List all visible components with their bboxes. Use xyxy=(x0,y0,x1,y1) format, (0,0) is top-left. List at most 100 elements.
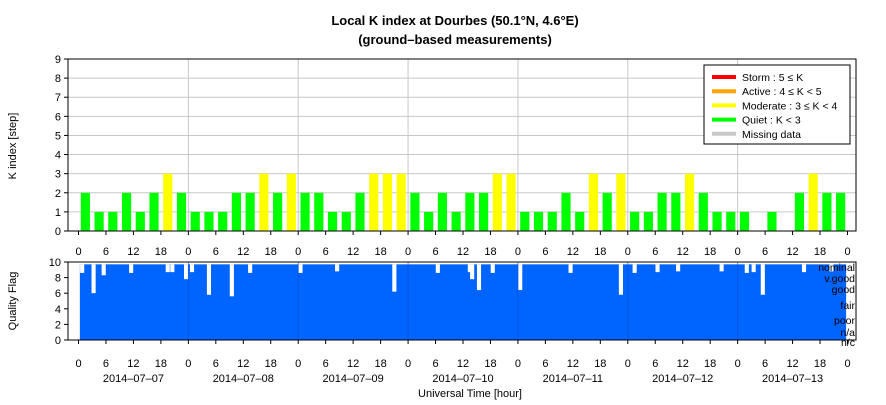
k-index-bar xyxy=(698,192,708,231)
legend-entry-label: Storm : 5 ≤ K xyxy=(742,72,803,84)
quality-y-tick-label: 2 xyxy=(55,319,61,331)
k-index-bar xyxy=(479,192,489,231)
quality-x-tick-label: 18 xyxy=(374,358,386,370)
quality-flag-dip xyxy=(760,264,765,295)
quality-x-tick-label: 0 xyxy=(405,358,411,370)
quality-flag-dip xyxy=(80,264,85,273)
quality-flag-dip xyxy=(101,264,106,276)
k-index-x-tick-label: 6 xyxy=(652,246,658,258)
k-index-bar xyxy=(506,173,516,231)
quality-x-tick-label: 18 xyxy=(594,358,606,370)
quality-flag-dip xyxy=(470,264,475,280)
k-index-bar xyxy=(231,192,241,231)
k-index-bar xyxy=(80,192,90,231)
k-index-bar xyxy=(121,192,132,231)
quality-x-tick-label: 12 xyxy=(237,358,249,370)
k-index-bar xyxy=(657,192,667,231)
quality-flag-label: good xyxy=(832,284,856,296)
k-index-y-tick-label: 4 xyxy=(55,150,61,162)
quality-x-tick-label: 12 xyxy=(457,358,469,370)
k-index-x-tick-label: 0 xyxy=(185,246,191,258)
k-index-y-tick-label: 9 xyxy=(55,54,61,66)
k-index-bar xyxy=(616,173,626,231)
k-index-bar xyxy=(218,211,228,231)
k-index-x-tick-label: 0 xyxy=(625,246,631,258)
quality-y-tick-label: 8 xyxy=(55,273,61,285)
quality-flag-label: poor xyxy=(834,315,856,327)
k-index-x-tick-label: 18 xyxy=(594,246,606,258)
k-index-x-tick-label: 12 xyxy=(127,246,139,258)
quality-flag-dip xyxy=(467,264,472,273)
date-label: 2014–07–11 xyxy=(543,373,603,385)
date-label: 2014–07–07 xyxy=(103,373,164,385)
k-index-x-tick-label: 0 xyxy=(405,246,411,258)
k-index-x-tick-label: 6 xyxy=(103,246,109,258)
k-index-bar xyxy=(685,173,695,231)
k-index-bar xyxy=(424,211,434,231)
legend-entry-label: Moderate : 3 ≤ K < 4 xyxy=(742,100,838,112)
k-index-bar xyxy=(327,211,338,231)
quality-x-tick-label: 6 xyxy=(762,358,768,370)
quality-flag-dip xyxy=(248,264,253,273)
k-index-x-tick-label: 18 xyxy=(814,246,826,258)
legend-entry-label: Active : 4 ≤ K < 5 xyxy=(742,86,822,98)
quality-x-tick-label: 0 xyxy=(185,358,191,370)
k-index-x-tick-label: 0 xyxy=(295,246,301,258)
k-index-bar xyxy=(286,173,296,231)
quality-flag-dip xyxy=(91,264,96,294)
k-index-bar xyxy=(726,211,736,231)
quality-flag-label: n/a xyxy=(840,327,855,339)
quality-x-tick-label: 0 xyxy=(295,358,301,370)
k-index-bar xyxy=(149,192,159,231)
k-index-bar xyxy=(108,211,118,231)
k-index-x-tick-label: 12 xyxy=(786,246,798,258)
quality-flag-dip xyxy=(618,264,623,295)
k-index-x-tick-label: 0 xyxy=(515,246,521,258)
k-index-bar xyxy=(273,192,283,231)
x-axis-label: Universal Time [hour] xyxy=(418,388,522,400)
k-index-bar xyxy=(575,211,585,231)
legend: Storm : 5 ≤ K Active : 4 ≤ K < 5 Moderate … xyxy=(703,64,851,145)
quality-x-tick-label: 6 xyxy=(103,358,109,370)
k-index-x-tick-label: 0 xyxy=(844,246,850,258)
k-index-x-tick-label: 18 xyxy=(155,246,167,258)
k-index-bar xyxy=(739,211,750,231)
k-index-y-tick-label: 1 xyxy=(55,207,61,219)
quality-flag-dip xyxy=(568,264,573,273)
k-index-bar xyxy=(630,211,640,231)
quality-x-tick-label: 0 xyxy=(844,358,850,370)
k-index-bar xyxy=(245,192,255,231)
quality-x-tick-label: 18 xyxy=(484,358,496,370)
quality-x-tick-label: 6 xyxy=(323,358,329,370)
k-index-x-tick-label: 12 xyxy=(677,246,689,258)
quality-flag-dip xyxy=(518,264,523,291)
k-index-x-tick-label: 12 xyxy=(237,246,249,258)
quality-flag-bars xyxy=(79,264,847,340)
chart-subtitle: (ground–based measurements) xyxy=(358,32,552,47)
quality-flag-dip xyxy=(206,264,212,295)
k-index-bar xyxy=(314,192,324,231)
quality-x-tick-label: 18 xyxy=(265,358,277,370)
quality-y-tick-label: 10 xyxy=(49,257,61,269)
quality-x-tick-label: 18 xyxy=(814,358,826,370)
quality-frame xyxy=(67,261,857,341)
quality-x-tick-label: 12 xyxy=(677,358,689,370)
quality-flag-label: v.good xyxy=(824,273,855,285)
quality-x-tick-label: 6 xyxy=(542,358,548,370)
quality-y-tick-label: 6 xyxy=(55,288,61,300)
k-index-x-tick-label: 6 xyxy=(542,246,548,258)
legend-entry-label: Quiet : K < 3 xyxy=(742,115,801,127)
k-index-bar xyxy=(520,211,530,231)
k-index-bar xyxy=(712,211,722,231)
quality-x-tick-label: 0 xyxy=(625,358,631,370)
date-label: 2014–07–08 xyxy=(213,373,274,385)
quality-x-tick-label: 12 xyxy=(347,358,359,370)
k-index-bar xyxy=(355,192,365,231)
k-index-bar xyxy=(602,192,612,231)
quality-flag-y-label: Quality Flag xyxy=(7,272,19,331)
quality-flag-dip xyxy=(829,264,834,272)
quality-x-tick-label: 12 xyxy=(786,358,798,370)
k-index-y-label: K index [step] xyxy=(7,113,19,180)
k-index-y-tick-label: 7 xyxy=(55,92,61,104)
